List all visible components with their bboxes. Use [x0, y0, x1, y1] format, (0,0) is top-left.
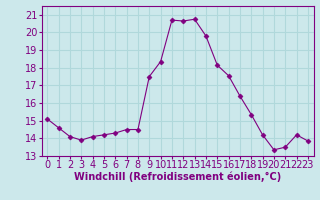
X-axis label: Windchill (Refroidissement éolien,°C): Windchill (Refroidissement éolien,°C) — [74, 172, 281, 182]
